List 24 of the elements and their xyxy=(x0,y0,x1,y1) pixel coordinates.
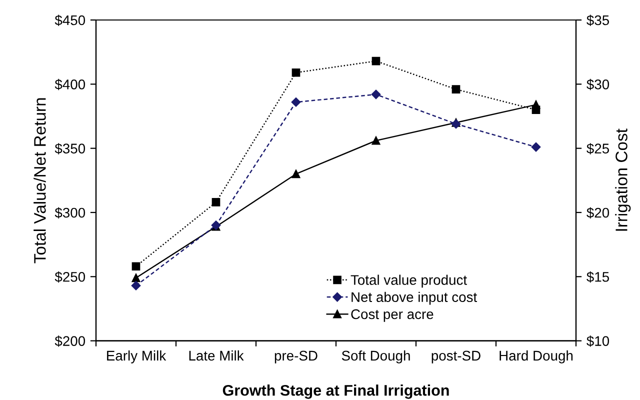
x-axis-title: Growth Stage at Final Irrigation xyxy=(222,384,449,399)
y2-tick-label: $10 xyxy=(586,336,610,347)
x-tick-label: Early Milk xyxy=(107,350,166,364)
y-tick-label: $450 xyxy=(54,14,86,26)
y2-tick-label: $20 xyxy=(586,207,610,218)
x-tick-label: Hard Dough xyxy=(500,350,573,364)
x-tick-label: pre-SD xyxy=(274,350,318,364)
x-tick-label: Late Milk xyxy=(189,350,244,361)
y-tick-label: $300 xyxy=(54,207,86,218)
y-axis-title: Total Value/Net Return xyxy=(34,98,46,264)
y-tick-label: $350 xyxy=(54,143,86,154)
y-tick-label: $250 xyxy=(54,271,86,283)
y2-tick-label: $35 xyxy=(586,14,610,26)
y2-tick-label: $15 xyxy=(586,271,610,283)
legend-label: Net above input cost xyxy=(352,292,478,305)
y-tick-label: $200 xyxy=(54,336,86,347)
y2-axis-title: Irrigation Cost xyxy=(615,128,631,231)
legend-label: Total value product xyxy=(350,274,467,288)
x-tick-label: Soft Dough xyxy=(342,350,410,364)
y2-tick-label: $30 xyxy=(586,78,610,90)
y-tick-label: $400 xyxy=(54,78,86,90)
y2-tick-label: $25 xyxy=(586,143,610,154)
x-tick-label: post-SD xyxy=(432,350,480,364)
legend-label: Cost per acre xyxy=(351,309,434,322)
